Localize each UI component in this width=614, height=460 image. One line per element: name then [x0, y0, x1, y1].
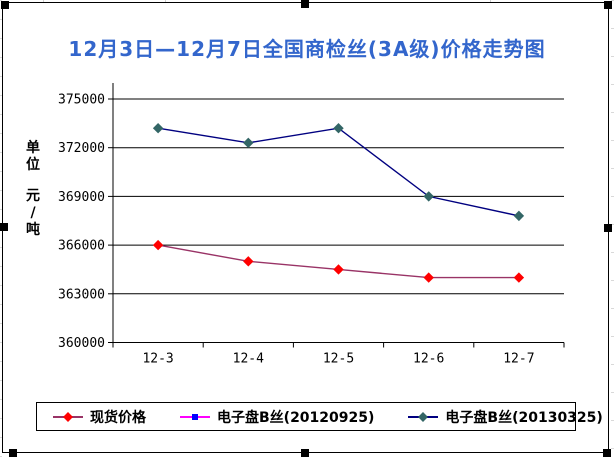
- y-axis-unit-label: 单位元 / 吨: [22, 140, 44, 239]
- selection-handle-bottom-right[interactable]: [603, 449, 611, 457]
- spreadsheet-gridlines-right: [611, 0, 614, 460]
- x-tick-label: 12-4: [233, 352, 264, 367]
- selection-handle-top-left[interactable]: [1, 1, 9, 9]
- legend-item[interactable]: 现货价格: [53, 407, 146, 427]
- spreadsheet-gridline-col: [43, 0, 44, 2]
- y-tick-label: 360000: [58, 336, 105, 351]
- y-tick-label: 375000: [58, 93, 105, 108]
- legend-label: 电子盘B丝(20120925): [217, 409, 375, 426]
- y-tick-label: 363000: [58, 287, 105, 302]
- data-point-marker[interactable]: [243, 256, 254, 267]
- data-point-marker[interactable]: [423, 191, 434, 202]
- y-tick-label: 366000: [58, 239, 105, 254]
- data-point-marker[interactable]: [333, 123, 344, 134]
- data-point-marker[interactable]: [152, 239, 164, 251]
- y-tick-label: 369000: [58, 190, 105, 205]
- data-point-marker[interactable]: [423, 272, 434, 283]
- x-tick-label: 12-5: [323, 352, 354, 367]
- legend-item[interactable]: 电子盘B丝(20120925): [180, 407, 374, 427]
- legend-marker-diamond-icon: [408, 411, 439, 422]
- x-tick-label: 12-3: [142, 352, 173, 367]
- legend-label: 电子盘B丝(20130325): [445, 409, 603, 426]
- selection-handle-middle-left[interactable]: [0, 223, 8, 231]
- selection-handle-middle-right[interactable]: [604, 224, 612, 232]
- data-point-marker[interactable]: [513, 272, 525, 283]
- legend-marker-diamond-icon: [53, 411, 83, 422]
- legend-item[interactable]: 电子盘B丝(20130325): [408, 407, 603, 427]
- y-axis-unit-char: 吨: [26, 222, 40, 238]
- x-tick-label: 12-7: [503, 352, 534, 367]
- legend-marker-square-icon: [180, 412, 210, 421]
- selection-handle-bottom-middle[interactable]: [301, 449, 309, 457]
- y-axis-unit-char: /: [30, 205, 36, 221]
- selection-handle-top-middle[interactable]: [301, 0, 309, 8]
- selection-handle-bottom-left[interactable]: [9, 449, 17, 457]
- x-tick-label: 12-6: [413, 352, 444, 367]
- y-tick-label: 372000: [58, 141, 105, 156]
- spreadsheet-gridline-col: [165, 0, 166, 2]
- data-point-marker[interactable]: [513, 210, 525, 222]
- chart-title[interactable]: 12月3日—12月7日全国商检丝(3A级)价格走势图: [68, 36, 546, 61]
- data-point-marker[interactable]: [243, 137, 254, 149]
- series-line-电子盘B丝(20130325)[interactable]: [157, 127, 520, 217]
- y-axis-unit-char: 位: [26, 157, 40, 173]
- data-point-marker[interactable]: [152, 123, 164, 134]
- legend-box[interactable]: 现货价格 电子盘B丝(20120925) 电子盘B丝(20130325): [36, 402, 603, 431]
- data-point-marker[interactable]: [333, 264, 344, 275]
- y-axis-unit-char: 单: [26, 140, 40, 156]
- selection-handle-top-right[interactable]: [604, 1, 612, 9]
- spreadsheet-gridline-col: [490, 0, 491, 2]
- legend-label: 现货价格: [90, 409, 146, 426]
- y-axis-unit-char: 元: [26, 188, 40, 204]
